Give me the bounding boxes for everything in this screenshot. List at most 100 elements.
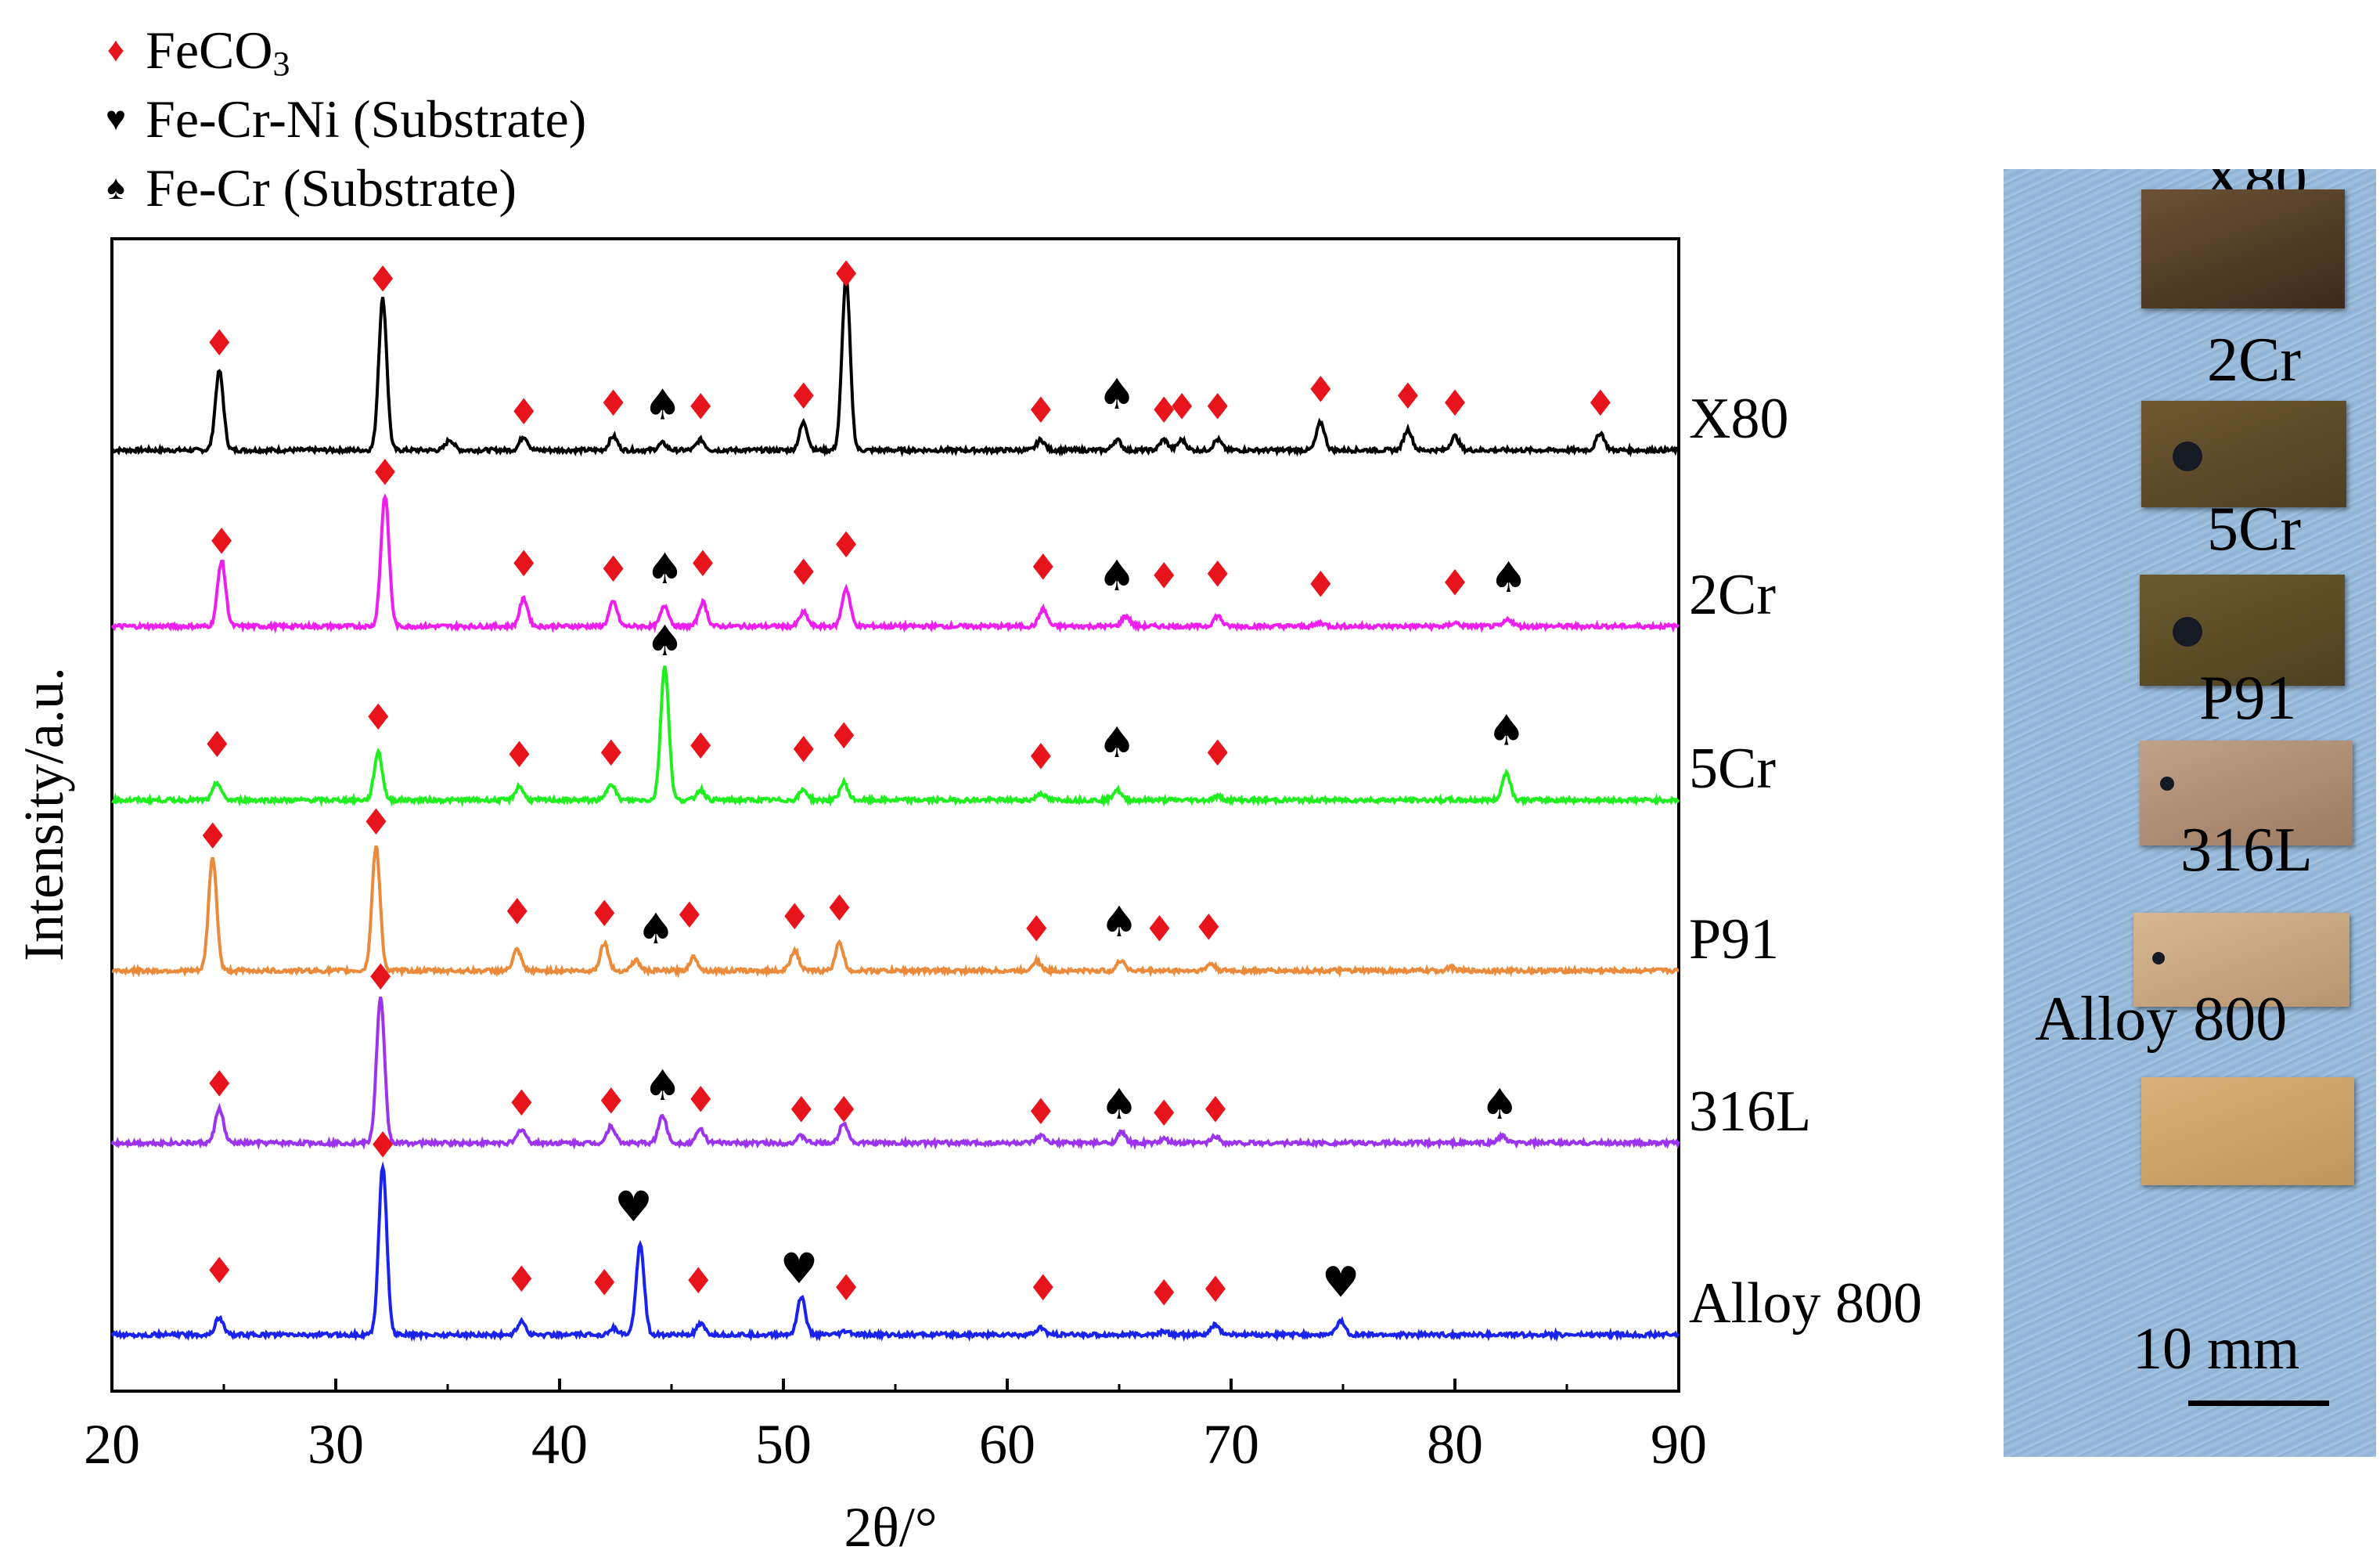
- sample-photo-panel: X80 2Cr 5Cr P91 316L: [2004, 169, 2376, 1457]
- peak-marker-feco3: ♦: [360, 801, 392, 843]
- sample-label-alloy-800: Alloy 800: [2035, 985, 2288, 1054]
- x-tick-label: 50: [755, 1413, 812, 1476]
- peak-marker-feco3: ♦: [597, 382, 629, 424]
- peak-marker-fecr: ♠: [646, 616, 683, 665]
- x-tick-label: 30: [308, 1413, 364, 1476]
- peak-marker-feco3: ♦: [589, 1261, 621, 1303]
- y-axis-label: Intensity/a.u.: [13, 667, 75, 961]
- peak-marker-feco3: ♦: [1438, 561, 1471, 604]
- sample-label-2cr: 2Cr: [2207, 326, 2301, 395]
- peak-marker-feco3: ♦: [1438, 382, 1471, 424]
- peak-marker-feco3: ♦: [828, 1089, 860, 1131]
- x-tick-label: 90: [1651, 1413, 1707, 1476]
- peak-marker-feco3: ♦: [203, 1249, 236, 1292]
- peak-marker-feco3: ♦: [1027, 546, 1059, 589]
- series-line-5cr: [111, 665, 1680, 808]
- peak-marker-feco3: ♦: [196, 815, 229, 857]
- peak-marker-feco3: ♦: [1027, 1267, 1059, 1309]
- legend-subscript: 3: [272, 45, 290, 83]
- peak-marker-feco3: ♦: [1021, 908, 1053, 950]
- peak-marker-fecr: ♠: [643, 1061, 681, 1110]
- peak-marker-feco3: ♦: [1024, 1091, 1057, 1133]
- peak-marker-feco3: ♦: [205, 521, 237, 563]
- series-label-5cr: 5Cr: [1689, 737, 1776, 801]
- sample-photo-316l: [2133, 913, 2349, 1007]
- peak-marker-feco3: ♦: [1392, 375, 1424, 417]
- series-layer: X80 2Cr 5Cr P91 316L Alloy 800: [110, 272, 1922, 1343]
- peak-marker-feco3: ♦: [787, 729, 819, 771]
- peak-marker-feco3: ♦: [1199, 1089, 1231, 1131]
- peak-marker-feco3: ♦: [830, 524, 862, 566]
- peak-marker-feco3: ♦: [787, 551, 819, 593]
- x-axis-label: 2θ/°: [844, 1496, 937, 1559]
- peak-marker-fecr: ♠: [1098, 370, 1136, 419]
- peak-marker-feco3: ♦: [787, 375, 819, 417]
- x-tick-label: 40: [531, 1413, 588, 1476]
- peak-marker-fecr: ♠: [1098, 718, 1136, 767]
- peak-marker-feco3: ♦: [501, 891, 533, 933]
- peak-marker-feco3: ♦: [673, 894, 705, 936]
- series-label-2cr: 2Cr: [1689, 563, 1776, 627]
- peak-marker-fecr: ♠: [1488, 706, 1525, 755]
- peak-marker-feco3: ♦: [1024, 389, 1057, 431]
- peak-marker-fecrni: ♥: [1322, 1258, 1359, 1307]
- peak-marker-fecr: ♠: [637, 904, 675, 954]
- sample-photo-2cr: [2141, 401, 2346, 507]
- legend-item-fecr: ♠ Fe-Cr (Substrate): [94, 153, 586, 222]
- legend-label-fecr: Fe-Cr (Substrate): [146, 158, 517, 218]
- peak-marker-feco3: ♦: [1148, 1272, 1180, 1314]
- peak-marker-fecrni: ♥: [614, 1182, 652, 1231]
- peak-marker-feco3: ♦: [1199, 1268, 1231, 1310]
- peak-marker-feco3: ♦: [508, 543, 540, 585]
- peak-marker-feco3: ♦: [369, 452, 401, 494]
- peak-marker-feco3: ♦: [362, 696, 394, 738]
- peak-marker-feco3: ♦: [685, 385, 717, 427]
- scale-bar: [2188, 1401, 2329, 1406]
- peak-marker-feco3: ♦: [1143, 908, 1176, 950]
- peak-marker-fecr: ♠: [1481, 1080, 1518, 1129]
- series-label-316l: 316L: [1689, 1080, 1811, 1144]
- peak-marker-feco3: ♦: [1201, 732, 1233, 774]
- spade-icon: ♠: [106, 168, 125, 207]
- legend-label-fecrni: Fe-Cr-Ni (Substrate): [146, 89, 587, 149]
- peak-marker-fecr: ♠: [643, 380, 681, 429]
- sample-photo-x80: [2141, 189, 2345, 308]
- x-tick-label: 70: [1203, 1413, 1259, 1476]
- series-label-alloy-800: Alloy 800: [1689, 1271, 1922, 1336]
- hole-icon: [2152, 952, 2165, 964]
- peak-marker-feco3: ♦: [1024, 735, 1057, 777]
- series-line-alloy-800: [110, 1161, 1680, 1343]
- peak-marker-feco3: ♦: [1305, 368, 1337, 410]
- peak-marker-feco3: ♦: [595, 732, 627, 774]
- peak-marker-feco3: ♦: [1148, 555, 1180, 597]
- series-line-2cr: [110, 493, 1680, 634]
- series-line-p91: [111, 845, 1680, 979]
- peak-marker-feco3: ♦: [203, 1063, 236, 1105]
- peak-marker-feco3: ♦: [682, 1260, 715, 1302]
- peak-marker-fecr: ♠: [1098, 551, 1136, 600]
- peak-marker-feco3: ♦: [686, 543, 718, 585]
- peak-marker-feco3: ♦: [828, 715, 860, 757]
- peak-marker-feco3: ♦: [1165, 385, 1197, 427]
- peak-marker-feco3: ♦: [589, 892, 621, 935]
- series-line-316l: [110, 997, 1680, 1151]
- peak-marker-feco3: ♦: [1148, 1092, 1180, 1134]
- x-tick-label: 60: [979, 1413, 1035, 1476]
- peak-marker-feco3: ♦: [508, 391, 540, 433]
- peak-marker-feco3: ♦: [830, 253, 862, 295]
- peak-marker-feco3: ♦: [1193, 906, 1225, 948]
- peak-marker-feco3: ♦: [1201, 385, 1233, 427]
- sample-photo-alloy-800: [2141, 1077, 2354, 1185]
- peak-marker-feco3: ♦: [595, 1080, 627, 1123]
- peak-marker-feco3: ♦: [365, 956, 397, 998]
- sample-photo-5cr: [2140, 575, 2345, 686]
- hole-icon: [2173, 617, 2202, 647]
- peak-marker-feco3: ♦: [685, 1078, 717, 1120]
- diamond-icon: ♦: [106, 31, 125, 69]
- peak-marker-feco3: ♦: [1201, 553, 1233, 595]
- sample-label-p91: P91: [2199, 664, 2297, 733]
- peak-marker-feco3: ♦: [506, 1082, 538, 1124]
- peak-marker-feco3: ♦: [823, 887, 855, 929]
- peak-marker-fecr: ♠: [1100, 897, 1138, 946]
